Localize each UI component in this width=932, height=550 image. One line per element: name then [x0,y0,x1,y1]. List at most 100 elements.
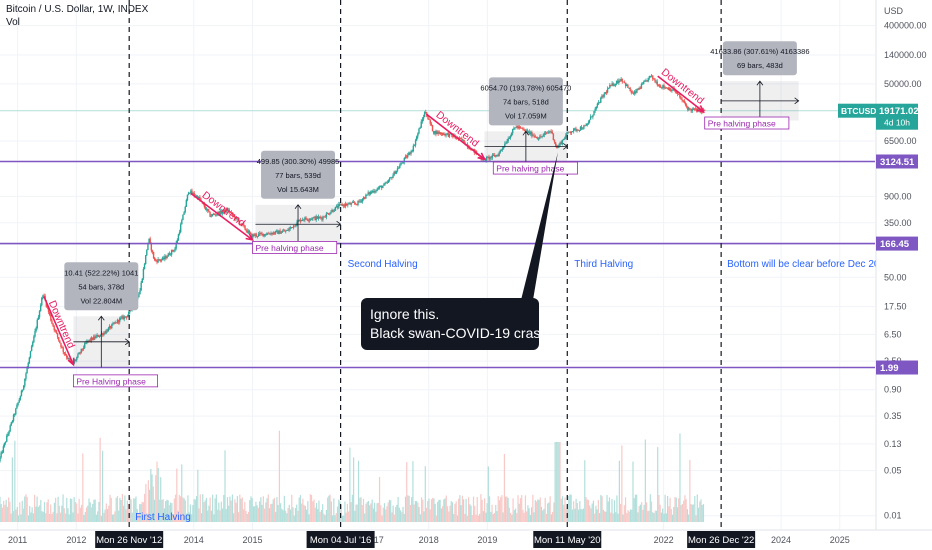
candle-body [4,441,7,443]
candle-body [416,136,418,141]
volume-bar [257,507,259,522]
candle-body [496,155,498,156]
volume-bar [393,514,395,522]
candle-body [63,352,66,354]
candle-body [331,209,333,213]
volume-bar [275,511,277,522]
candle-body [164,256,166,260]
candle-body [681,99,683,101]
candle-body [574,128,576,130]
candle-body [566,132,568,136]
candle-body [246,230,249,233]
volume-bar [272,499,274,522]
volume-bar [418,506,420,522]
candle-body [78,352,80,355]
volume-bar [245,511,247,522]
candle-body [105,330,107,334]
candle-body [32,342,34,347]
volume-bar [225,509,227,522]
volume-bar [378,476,381,522]
candle-body [76,357,78,361]
candle-body [313,216,315,218]
candle-body [462,139,464,141]
candle-body [259,233,261,234]
candle-body [299,219,302,222]
candle-body [90,337,93,341]
phase-label: Pre halving phase [708,119,776,129]
candle-body [385,182,387,184]
candle-body [270,233,272,235]
candle-body [315,216,317,220]
volume-bar [377,502,379,522]
volume-bar [533,512,535,522]
volume-bar [659,504,661,522]
measure-arrow-right [124,338,130,346]
candle-body [253,234,255,236]
candle-body [21,389,24,391]
candle-body [103,332,105,336]
candle-body [571,131,574,133]
volume-bar [472,496,475,522]
candle-body [125,316,128,318]
volume-legend: Vol [6,17,20,28]
candle-body [371,190,374,193]
volume-bar [432,498,434,522]
volume-bar [152,486,154,522]
volume-bar [325,509,327,522]
volume-bar [92,503,94,522]
candle-body [234,215,236,220]
volume-bar [591,503,593,522]
volume-bar [151,474,153,522]
candle-body [446,133,448,135]
volume-bar [500,497,502,522]
candle-body [306,219,308,221]
volume-bar [460,505,462,522]
candle-body [99,334,102,337]
volume-bar [576,503,578,522]
candle-body [490,156,492,158]
volume-bar [98,501,100,522]
volume-bar [255,501,257,522]
candle-body [316,216,319,219]
volume-bar [73,497,75,522]
volume-bar [233,513,235,522]
candle-body [334,206,337,211]
volume-bar [306,509,308,522]
candle-body [532,135,534,137]
candle-body [238,221,241,225]
price-tick-label: 17.50 [884,302,907,312]
volume-bar [47,499,49,522]
volume-bar [137,512,140,522]
volume-bar [620,503,622,522]
volume-bar [550,514,552,522]
candle-body [441,133,444,135]
candle-body [39,305,42,312]
volume-bar [62,494,64,522]
candle-body [255,234,258,237]
volume-bar [74,502,77,522]
volume-bar [359,497,361,522]
measure-info-line: 54 bars, 378d [78,282,124,291]
volume-bar [58,505,60,522]
candle-body [248,231,251,233]
candle-body [26,367,28,374]
volume-bar [449,505,451,522]
time-tick-label: 2015 [243,535,263,545]
candle-body [589,116,592,120]
candle-body [505,143,507,145]
time-tick-label: 2022 [654,535,674,545]
volume-bar [529,514,531,522]
volume-bar [522,509,524,522]
volume-bar [163,508,166,522]
candle-body [693,108,696,110]
level-price-label: 1.99 [880,363,899,374]
candle-body [338,204,340,208]
volume-bar [76,503,78,522]
candle-body [231,212,234,216]
candle-body [222,209,225,212]
volume-bar [208,505,210,522]
candle-body [376,188,378,191]
candle-body [123,316,125,320]
